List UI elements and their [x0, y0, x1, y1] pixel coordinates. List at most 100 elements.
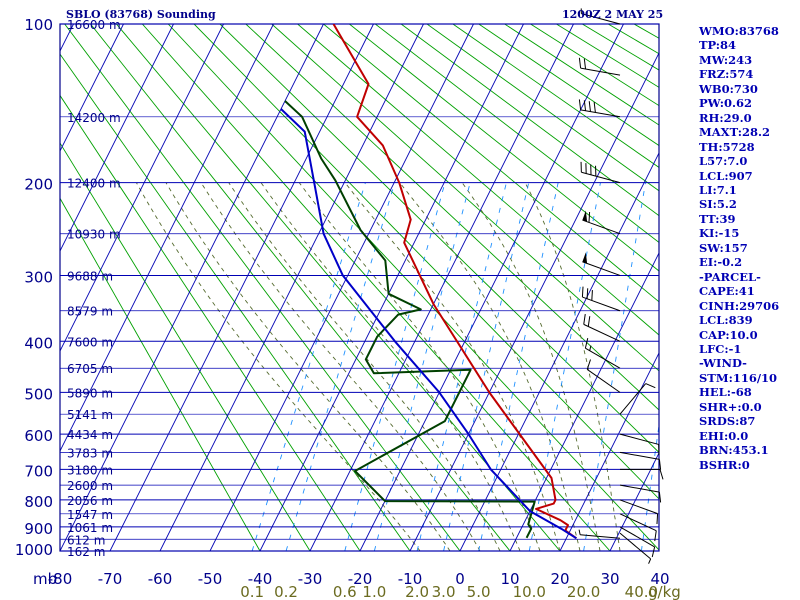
height-label: 9688 m: [67, 269, 113, 283]
index-item: CINH:29706: [699, 298, 780, 313]
index-item: TP:84: [699, 38, 737, 53]
wind-barb: [619, 383, 656, 415]
moist-adiabat: [298, 182, 541, 551]
wind-barb-staff: [619, 451, 660, 460]
isotherm-line: [509, 251, 659, 551]
dry-adiabat: [60, 197, 261, 551]
wind-barb: [619, 499, 659, 525]
wind-barb-staff: [585, 347, 621, 369]
height-label: 5141 m: [67, 408, 113, 422]
index-item: LCL:839: [699, 313, 753, 328]
index-item: MAXT:28.2: [699, 125, 770, 140]
chart-series-layer: [280, 24, 577, 540]
wind-barb-staff: [619, 484, 660, 493]
index-item: -PARCEL-: [699, 269, 761, 284]
index-item: CAP:10.0: [699, 327, 758, 342]
mixing-ratio-label: 5.0: [467, 583, 491, 600]
wind-barb-full: [584, 337, 589, 349]
wind-barb-full: [651, 546, 656, 558]
index-item: CAPE:41: [699, 284, 755, 299]
temperature-tick-label: -40: [248, 570, 273, 588]
dry-adiabat: [245, 24, 659, 411]
wind-barb: [619, 526, 656, 558]
sounding-time: 1200Z 2 MAY 25: [562, 8, 664, 21]
dry-adiabat: [193, 24, 659, 500]
mixing-ratio-line: [583, 182, 646, 551]
moist-adiabat: [524, 182, 621, 551]
wind-barb-full: [656, 513, 659, 525]
wind-barb: [619, 451, 662, 470]
wind-barb-staff: [619, 383, 647, 415]
dry-adiabat: [452, 24, 659, 169]
isotherm-line: [60, 24, 324, 551]
mixing-ratio-unit: g/kg: [648, 583, 681, 600]
wind-barb: [580, 161, 621, 184]
wind-barb-full: [581, 286, 584, 298]
temperature-tick-label: 20: [550, 570, 569, 588]
height-label: 612 m: [67, 533, 105, 547]
height-label: 2600 m: [67, 479, 113, 493]
index-item: -WIND-: [699, 356, 747, 371]
wind-barb-full: [588, 211, 591, 223]
wind-barb: [619, 433, 660, 455]
wind-barb-full: [593, 102, 596, 113]
wind-barb-full: [658, 459, 662, 470]
dry-adiabat: [64, 24, 461, 551]
pressure-tick-label: 300: [24, 268, 53, 286]
index-item: WB0:730: [699, 81, 758, 96]
wind-barb: [578, 99, 621, 118]
mixing-ratio-label: 0.2: [274, 583, 298, 600]
index-item: LI:7.1: [699, 182, 737, 197]
wind-barb-full: [586, 288, 589, 299]
mixing-ratio-line: [251, 182, 366, 551]
pressure-tick-label: 700: [24, 462, 53, 480]
wind-barb: [578, 529, 621, 539]
wind-barb-staff: [582, 219, 621, 235]
wind-barb-full: [578, 99, 582, 110]
mixing-ratio-line: [528, 182, 601, 551]
wind-barb-staff: [619, 499, 658, 515]
dry-adiabat: [167, 24, 659, 551]
wind-barb-full: [583, 100, 587, 111]
dry-adiabat: [297, 24, 659, 336]
wind-barb-staff: [586, 369, 621, 393]
mixing-ratio-label: 40.0: [625, 583, 658, 600]
dry-adiabat: [349, 24, 659, 272]
wind-barb-full: [658, 492, 662, 503]
index-item: HEL:-68: [699, 385, 752, 400]
wind-barb-staff: [581, 171, 621, 184]
pressure-tick-label: 800: [24, 493, 53, 511]
pressure-tick-label: 500: [24, 385, 53, 403]
wind-barb-staff: [581, 13, 621, 25]
index-item: SHR+:0.0: [699, 399, 762, 414]
height-label: 16600 m: [67, 18, 121, 32]
dry-adiabat: [60, 94, 361, 551]
pressure-tick-label: 100: [24, 16, 53, 34]
parcel-line: [280, 108, 577, 540]
mixing-ratio-line: [416, 182, 507, 551]
wind-barb: [586, 359, 621, 393]
wind-barb: [619, 513, 657, 542]
index-item: TT:39: [699, 211, 736, 226]
height-label: 7600 m: [67, 335, 113, 349]
dry-adiabat: [141, 24, 611, 551]
temperature-tick-label: -60: [148, 570, 173, 588]
index-item: PW:0.62: [699, 96, 753, 111]
height-label: 6705 m: [67, 362, 113, 376]
height-label: 3783 m: [67, 446, 113, 460]
height-label: 3180 m: [67, 463, 113, 477]
isotherm-line: [459, 151, 659, 551]
temperature-tick-label: -20: [348, 570, 373, 588]
wind-barbs-layer: [578, 8, 664, 564]
index-item: RH:29.0: [699, 110, 752, 125]
wind-barb-pennant: [582, 252, 588, 264]
wind-barb-full: [588, 101, 591, 112]
wind-barb-half: [648, 558, 652, 564]
wind-barb-staff: [582, 261, 621, 276]
wind-barb-full: [583, 58, 587, 70]
index-item: L57:7.0: [699, 154, 748, 169]
dry-adiabat: [426, 24, 659, 192]
index-item: SRDS:87: [699, 414, 756, 429]
wind-barb: [580, 8, 621, 25]
